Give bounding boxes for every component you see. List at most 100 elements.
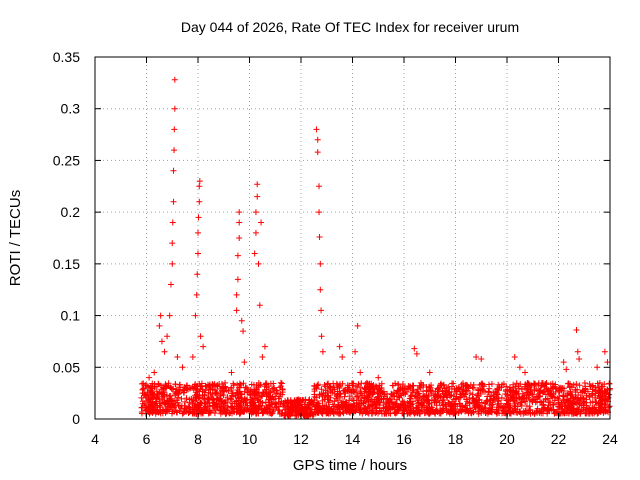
data-point: [317, 286, 324, 293]
data-point: [214, 403, 221, 410]
data-point: [346, 393, 353, 400]
data-point: [443, 409, 450, 416]
data-point: [397, 403, 404, 410]
data-point: [173, 390, 180, 397]
data-point: [350, 409, 357, 416]
data-point: [499, 405, 506, 412]
data-point: [170, 198, 177, 205]
data-point: [248, 381, 255, 388]
data-point: [243, 407, 250, 414]
data-point: [276, 384, 283, 391]
data-point: [367, 385, 374, 392]
data-point: [489, 407, 496, 414]
data-point: [182, 385, 189, 392]
data-point: [578, 395, 585, 402]
data-point: [563, 406, 570, 413]
data-point: [488, 381, 495, 387]
data-point: [318, 409, 325, 416]
data-point: [241, 395, 248, 402]
data-point: [376, 390, 383, 397]
data-point: [376, 402, 383, 409]
data-point: [141, 390, 148, 397]
data-point: [255, 384, 262, 391]
y-axis-label: ROTI / TECUs: [7, 190, 24, 286]
data-point: [569, 401, 576, 408]
data-point: [431, 394, 438, 401]
data-point: [567, 390, 574, 397]
data-point: [166, 312, 173, 319]
data-point: [395, 381, 402, 388]
data-point: [154, 402, 161, 409]
data-point: [421, 404, 428, 411]
data-point: [516, 394, 523, 401]
data-point: [292, 402, 299, 409]
data-point: [415, 397, 422, 404]
data-point: [259, 402, 266, 409]
data-point: [491, 395, 498, 402]
data-point: [417, 410, 424, 417]
data-point: [542, 383, 549, 390]
data-point: [445, 399, 452, 406]
data-point: [339, 353, 346, 360]
data-point: [515, 385, 522, 392]
data-point: [200, 395, 207, 402]
data-point: [164, 408, 171, 415]
data-point: [513, 380, 520, 387]
data-point: [390, 389, 397, 396]
data-point: [145, 401, 152, 408]
data-point: [380, 399, 387, 406]
data-point: [580, 402, 587, 409]
data-point: [445, 389, 452, 396]
data-point: [568, 384, 575, 391]
data-point: [408, 392, 415, 399]
data-point: [179, 410, 186, 417]
data-point: [272, 404, 279, 411]
data-point: [347, 402, 354, 409]
data-point: [267, 393, 274, 400]
data-point: [596, 379, 603, 386]
data-point: [445, 383, 452, 390]
grid-lines: [95, 57, 610, 419]
data-point: [444, 394, 451, 401]
data-point: [325, 380, 332, 387]
data-point: [149, 392, 156, 399]
data-point: [545, 386, 552, 393]
y-tick-label: 0.3: [61, 101, 81, 117]
data-point: [156, 389, 163, 396]
data-point: [579, 387, 586, 394]
data-point: [410, 382, 417, 389]
data-point: [353, 406, 360, 413]
data-point: [445, 401, 452, 408]
data-point: [592, 384, 599, 391]
data-point: [158, 382, 165, 389]
data-point: [161, 348, 168, 355]
x-tick-label: 8: [194, 431, 202, 447]
y-tick-label: 0.05: [53, 359, 80, 375]
data-point: [390, 392, 397, 399]
data-point: [301, 407, 308, 414]
data-point: [198, 400, 205, 407]
data-point: [265, 390, 272, 397]
data-point: [185, 386, 192, 393]
data-point: [399, 390, 406, 397]
data-point: [344, 404, 351, 411]
data-point: [340, 398, 347, 405]
data-point: [434, 397, 441, 404]
data-point: [354, 384, 361, 391]
data-point: [171, 147, 178, 154]
data-point: [225, 409, 232, 416]
data-point: [401, 385, 408, 392]
data-point: [472, 404, 479, 411]
data-point: [550, 384, 557, 391]
data-point: [437, 380, 444, 387]
data-point: [604, 359, 611, 366]
data-point: [533, 407, 540, 414]
data-point: [544, 395, 551, 402]
data-point: [278, 380, 285, 387]
data-point: [333, 380, 340, 387]
data-point: [251, 250, 258, 257]
data-point: [483, 397, 490, 404]
data-point: [313, 394, 320, 401]
data-point: [421, 410, 428, 417]
